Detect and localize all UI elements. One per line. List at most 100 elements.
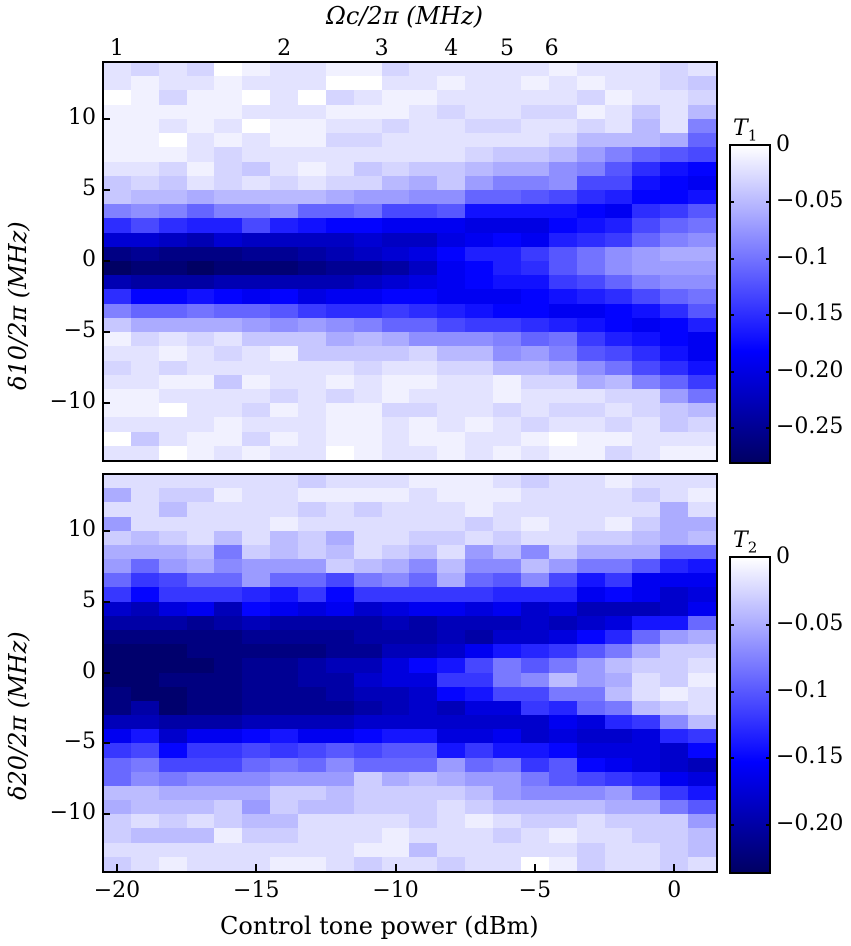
heatmap-cell: [409, 757, 438, 772]
heatmap-cell: [325, 559, 354, 574]
heatmap-cell: [381, 417, 410, 432]
heatmap-cell: [632, 332, 661, 347]
heatmap-cell: [325, 445, 354, 460]
heatmap-cell: [270, 346, 299, 361]
heatmap-cell: [298, 771, 326, 786]
heatmap-cell: [632, 218, 661, 233]
heatmap-cell: [130, 261, 159, 276]
heatmap-cell: [409, 275, 438, 290]
heatmap-cell: [660, 90, 689, 105]
heatmap-cell: [576, 828, 605, 843]
heatmap-cell: [576, 800, 605, 815]
heatmap-cell: [632, 488, 661, 503]
heatmap-cell: [437, 785, 466, 801]
heatmap-cell: [632, 90, 661, 105]
heatmap-cell: [437, 672, 466, 687]
heatmap-cell: [298, 743, 326, 758]
heatmap-cell: [158, 814, 187, 829]
heatmap-cell: [520, 303, 549, 318]
heatmap-cell: [103, 133, 131, 148]
heatmap-cell: [548, 403, 577, 418]
heatmap-cell: [520, 388, 549, 404]
heatmap-cell: [465, 303, 494, 318]
heatmap-cell: [520, 573, 549, 588]
heatmap-cell: [437, 842, 466, 857]
heatmap-cell: [632, 785, 661, 801]
heatmap-cell: [381, 544, 410, 560]
heatmap-cell: [576, 445, 605, 460]
heatmap-cell: [548, 743, 577, 758]
heatmap-cell: [409, 417, 438, 432]
heatmap-cell: [242, 757, 271, 772]
heatmap-cell: [325, 175, 354, 190]
heatmap-cell: [493, 118, 521, 134]
heatmap-cell: [103, 771, 131, 786]
heatmap-cell: [270, 62, 299, 77]
heatmap-cell: [242, 800, 271, 815]
heatmap-cell: [158, 104, 187, 119]
heatmap-cell: [437, 544, 466, 560]
heatmap-cell: [353, 743, 382, 758]
heatmap-cell: [325, 118, 354, 134]
colorbar-tick-label: −0.05: [776, 610, 844, 636]
heatmap-cell: [548, 587, 577, 602]
heatmap-cell: [632, 118, 661, 134]
heatmap-cell: [409, 246, 438, 261]
heatmap-cell: [465, 76, 494, 91]
heatmap-cell: [325, 800, 354, 815]
heatmap-cell: [353, 303, 382, 318]
heatmap-cell: [158, 346, 187, 361]
heatmap-cell: [186, 76, 215, 91]
heatmap-cell: [242, 232, 271, 247]
heatmap-cell: [325, 842, 354, 857]
heatmap-cell: [214, 147, 243, 162]
heatmap-cell: [298, 275, 326, 290]
heatmap-cell: [548, 204, 577, 219]
heatmap-cell: [242, 573, 271, 588]
heatmap-cell: [186, 332, 215, 347]
heatmap-cell: [325, 90, 354, 105]
heatmap-cell: [660, 360, 689, 375]
heatmap-cell: [325, 644, 354, 659]
heatmap-cell: [130, 104, 159, 119]
heatmap-cell: [186, 232, 215, 247]
heatmap-cell: [130, 587, 159, 602]
heatmap-cell: [409, 814, 438, 829]
heatmap-cell: [409, 104, 438, 119]
heatmap-cell: [520, 743, 549, 758]
heatmap-cell: [632, 147, 661, 162]
heatmap-cell: [298, 346, 326, 361]
heatmap-cell: [381, 573, 410, 588]
top-axis-tick-label: 4: [444, 36, 459, 61]
heatmap-cell: [409, 133, 438, 148]
heatmap-cell: [548, 757, 577, 772]
colorbar-tick-label: −0.20: [776, 811, 844, 837]
heatmap-cell: [242, 360, 271, 375]
heatmap-cell: [242, 218, 271, 233]
heatmap-cell: [186, 161, 215, 176]
heatmap-cell: [409, 175, 438, 190]
heatmap-cell: [576, 573, 605, 588]
heatmap-cell: [688, 743, 716, 758]
heatmap-cell: [298, 615, 326, 630]
heatmap-cell: [548, 431, 577, 446]
heatmap-cell: [437, 686, 466, 701]
heatmap-cell: [660, 757, 689, 772]
heatmap-cell: [688, 62, 716, 77]
heatmap-cell: [660, 232, 689, 247]
heatmap-cell: [604, 218, 633, 233]
heatmap-cell: [493, 729, 521, 744]
tick-mark: [103, 671, 110, 674]
heatmap-cell: [381, 530, 410, 545]
heatmap-cell: [465, 785, 494, 801]
heatmap-cell: [465, 374, 494, 389]
heatmap-cell: [409, 800, 438, 815]
heatmap-cell: [325, 700, 354, 716]
heatmap-cell: [130, 856, 159, 871]
heatmap-cell: [409, 658, 438, 673]
heatmap-cell: [437, 601, 466, 616]
heatmap-cell: [548, 317, 577, 333]
heatmap-cell: [242, 332, 271, 347]
heatmap-cell: [688, 715, 716, 730]
heatmap-cell: [409, 474, 438, 489]
